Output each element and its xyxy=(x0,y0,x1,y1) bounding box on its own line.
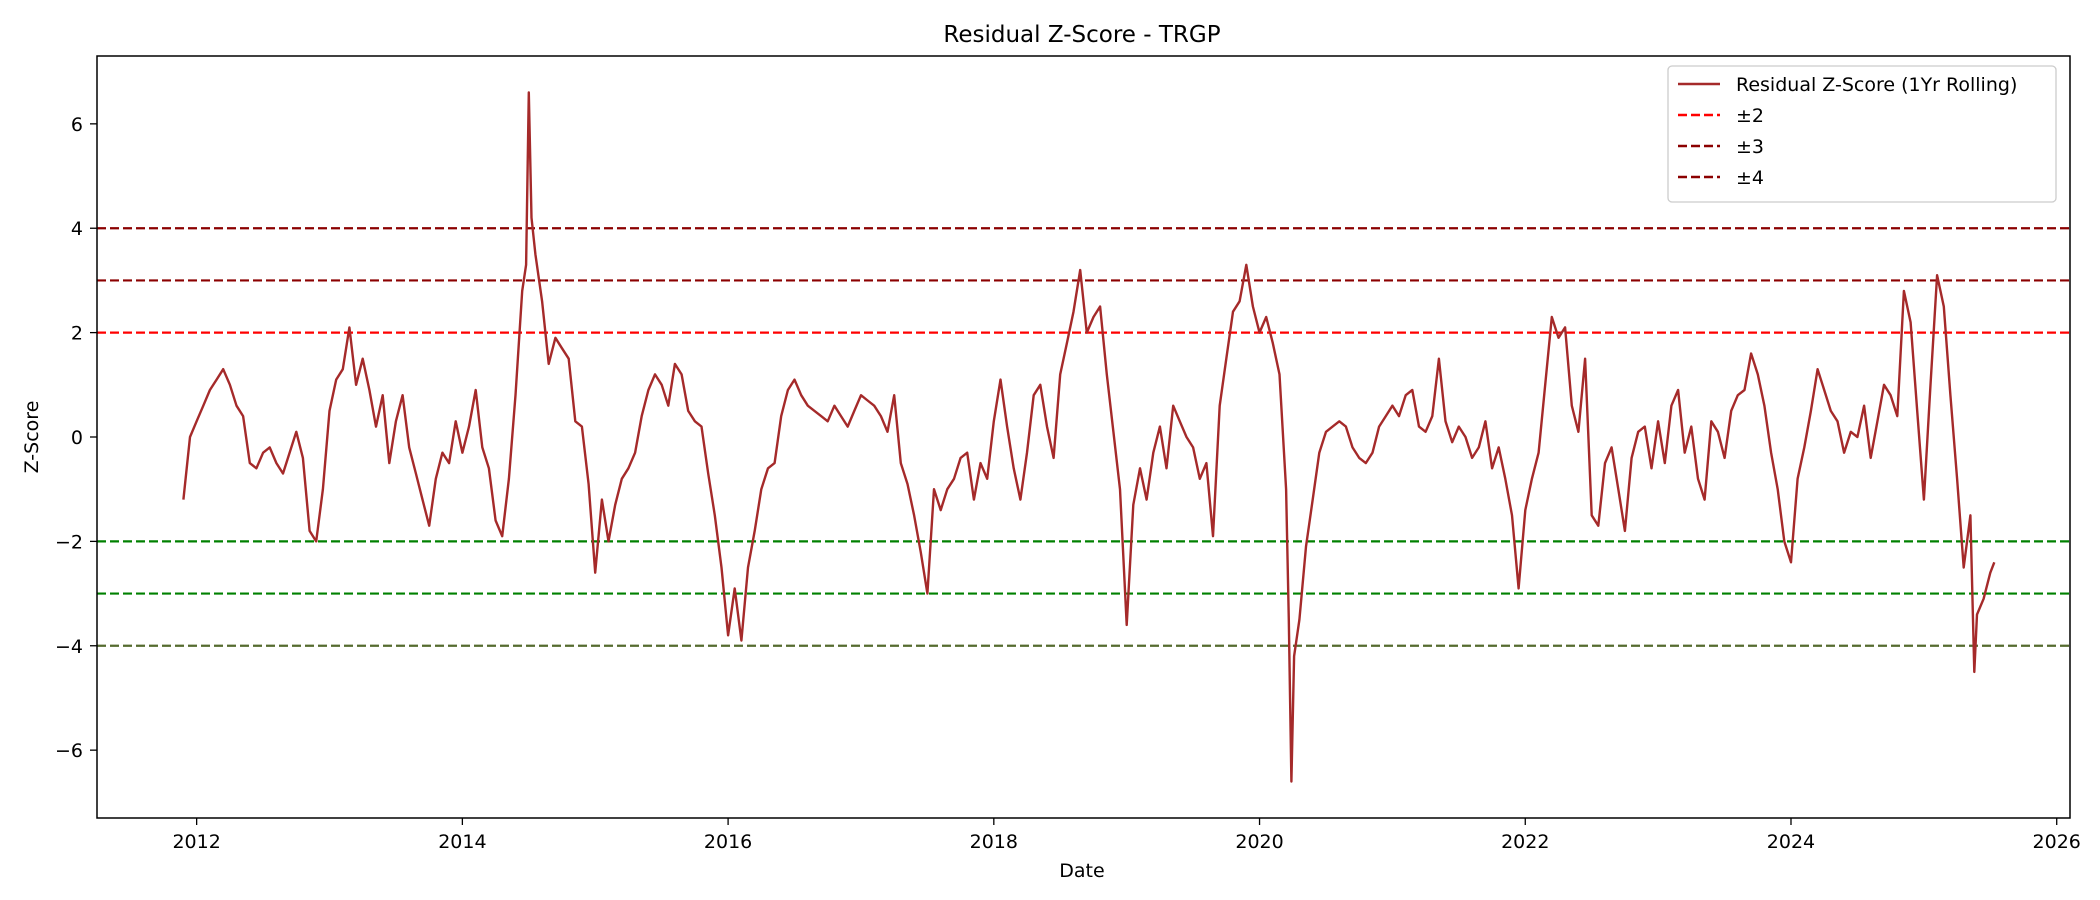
x-tick-label-2022: 2022 xyxy=(1501,831,1549,853)
legend: Residual Z-Score (1Yr Rolling) ±2 ±3 ±4 xyxy=(1667,65,2057,203)
x-tick-label-2012: 2012 xyxy=(172,831,220,853)
legend-label-1: ±2 xyxy=(1736,105,1764,127)
chart-title: Residual Z-Score - TRGP xyxy=(943,22,1220,48)
y-tick-label--6: −6 xyxy=(55,740,83,762)
y-tick-label-2: 2 xyxy=(71,323,83,345)
y-axis: 6 4 2 0 −2 −4 −6 xyxy=(55,114,97,762)
y-tick-label--4: −4 xyxy=(55,636,83,658)
plot-area xyxy=(97,91,2070,783)
legend-label-3: ±4 xyxy=(1736,167,1764,189)
y-tick-label-6: 6 xyxy=(71,114,83,136)
legend-label-0: Residual Z-Score (1Yr Rolling) xyxy=(1736,74,2017,96)
x-axis-title: Date xyxy=(1059,860,1104,882)
x-tick-label-2024: 2024 xyxy=(1767,831,1815,853)
x-tick-label-2020: 2020 xyxy=(1235,831,1283,853)
y-tick-label--2: −2 xyxy=(55,531,83,553)
x-tick-label-2014: 2014 xyxy=(438,831,486,853)
x-axis: 2012 2014 2016 2018 2020 2022 2024 2026 xyxy=(172,818,2081,853)
y-axis-title: Z-Score xyxy=(21,401,43,474)
series-line-residual-zscore xyxy=(182,91,1996,783)
x-tick-label-2026: 2026 xyxy=(2033,831,2081,853)
y-tick-label-0: 0 xyxy=(71,427,83,449)
y-tick-label-4: 4 xyxy=(71,218,83,240)
x-tick-label-2018: 2018 xyxy=(970,831,1018,853)
x-tick-label-2016: 2016 xyxy=(704,831,752,853)
legend-box xyxy=(1667,65,2057,203)
legend-label-2: ±3 xyxy=(1736,136,1764,158)
